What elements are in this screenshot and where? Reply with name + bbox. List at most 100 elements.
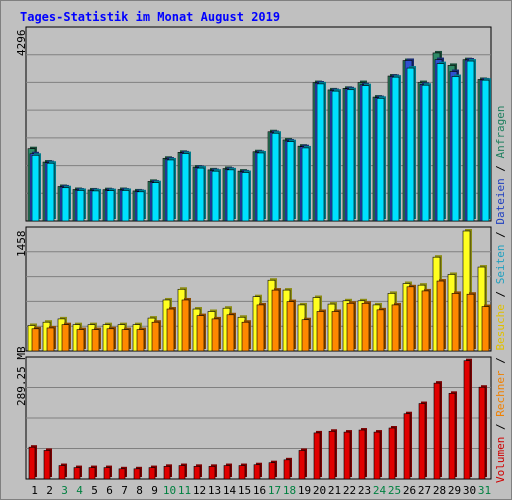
x-tick-label-day-6: 6 bbox=[106, 484, 113, 497]
bar-seiten-day-20 bbox=[316, 83, 325, 222]
bar-volumen-day-15 bbox=[238, 465, 246, 480]
bar-rechner-day-21 bbox=[331, 311, 340, 352]
bar-volumen-day-22 bbox=[343, 431, 351, 480]
legend-separator: / bbox=[494, 224, 507, 245]
x-tick-label-day-14: 14 bbox=[223, 484, 237, 497]
bar-seiten-day-18 bbox=[286, 141, 295, 222]
x-tick-label-day-4: 4 bbox=[76, 484, 83, 497]
bar-volumen-day-7 bbox=[118, 468, 126, 480]
bar-rechner-day-7 bbox=[121, 329, 130, 352]
bar-volumen-day-3 bbox=[58, 465, 66, 480]
bar-rechner-day-25 bbox=[391, 304, 400, 352]
bar-volumen-day-24 bbox=[373, 431, 381, 480]
bar-seiten-day-7 bbox=[121, 190, 130, 222]
x-tick-label-day-7: 7 bbox=[121, 484, 128, 497]
bar-seiten-day-22 bbox=[346, 89, 355, 222]
bar-rechner-day-26 bbox=[406, 286, 415, 352]
chart-title: Tages-Statistik im Monat August 2019 bbox=[20, 10, 281, 24]
bar-rechner-day-10 bbox=[166, 308, 175, 352]
legend-separator: / bbox=[494, 158, 507, 179]
bar-rechner-day-31 bbox=[481, 306, 490, 352]
x-tick-label-day-27: 27 bbox=[418, 484, 431, 497]
bar-volumen-day-13 bbox=[208, 466, 216, 480]
bar-rechner-day-5 bbox=[91, 329, 100, 352]
x-tick-label-day-21: 21 bbox=[328, 484, 341, 497]
bar-rechner-day-24 bbox=[376, 309, 385, 352]
bar-rechner-day-23 bbox=[361, 302, 370, 352]
bar-volumen-day-6 bbox=[103, 467, 111, 480]
legend-item-dateien: Dateien bbox=[494, 178, 507, 225]
x-tick-label-day-13: 13 bbox=[208, 484, 221, 497]
x-tick-label-day-24: 24 bbox=[373, 484, 387, 497]
bar-volumen-day-27 bbox=[418, 403, 426, 480]
bar-seiten-day-11 bbox=[181, 153, 190, 222]
x-tick-label-day-30: 30 bbox=[463, 484, 476, 497]
x-tick-label-day-8: 8 bbox=[136, 484, 143, 497]
bar-volumen-day-31 bbox=[478, 386, 486, 480]
bar-volumen-day-10 bbox=[163, 466, 171, 480]
x-tick-label-day-26: 26 bbox=[403, 484, 416, 497]
bar-volumen-day-9 bbox=[148, 467, 156, 480]
bar-seiten-day-8 bbox=[136, 191, 145, 222]
bar-seiten-day-23 bbox=[361, 85, 370, 222]
bar-volumen-day-4 bbox=[73, 467, 81, 480]
x-tick-label-day-19: 19 bbox=[298, 484, 311, 497]
bar-seiten-day-25 bbox=[391, 76, 400, 222]
bar-rechner-day-27 bbox=[421, 290, 430, 352]
bar-seiten-day-5 bbox=[91, 190, 100, 222]
bar-seiten-day-9 bbox=[151, 182, 160, 222]
bar-seiten-day-4 bbox=[76, 190, 85, 222]
x-tick-label-day-1: 1 bbox=[31, 484, 38, 497]
bar-rechner-day-3 bbox=[61, 324, 70, 352]
legend-item-besuche: Besuche bbox=[494, 304, 507, 351]
x-tick-label-day-15: 15 bbox=[238, 484, 251, 497]
x-tick-label-day-3: 3 bbox=[61, 484, 68, 497]
x-tick-label-day-22: 22 bbox=[343, 484, 356, 497]
x-tick-label-day-18: 18 bbox=[283, 484, 296, 497]
bar-rechner-day-15 bbox=[241, 321, 250, 352]
bar-rechner-day-29 bbox=[451, 293, 460, 352]
bar-rechner-day-17 bbox=[271, 289, 280, 352]
bar-seiten-day-19 bbox=[301, 147, 310, 222]
bar-seiten-day-12 bbox=[196, 167, 205, 222]
bar-seiten-day-13 bbox=[211, 170, 220, 222]
x-tick-label-day-25: 25 bbox=[388, 484, 401, 497]
bar-rechner-day-16 bbox=[256, 304, 265, 352]
bar-volumen-day-30 bbox=[463, 360, 471, 480]
bar-rechner-day-8 bbox=[136, 329, 145, 352]
legend-separator: / bbox=[494, 416, 507, 437]
bar-seiten-day-17 bbox=[271, 132, 280, 222]
bar-rechner-day-9 bbox=[151, 321, 160, 352]
x-tick-label-day-10: 10 bbox=[163, 484, 176, 497]
x-tick-label-day-16: 16 bbox=[253, 484, 266, 497]
bar-rechner-day-30 bbox=[466, 293, 475, 352]
bar-besuche-day-30 bbox=[462, 230, 471, 352]
bar-seiten-day-31 bbox=[481, 79, 490, 222]
legend-item-rechner: Rechner bbox=[494, 370, 507, 417]
bar-volumen-day-2 bbox=[43, 450, 51, 480]
x-tick-label-day-20: 20 bbox=[313, 484, 326, 497]
bar-volumen-day-17 bbox=[268, 462, 276, 480]
x-tick-label-day-2: 2 bbox=[46, 484, 53, 497]
bar-rechner-day-19 bbox=[301, 319, 310, 352]
x-tick-label-day-5: 5 bbox=[91, 484, 98, 497]
bar-volumen-day-5 bbox=[88, 467, 96, 480]
bar-seiten-day-26 bbox=[406, 67, 415, 222]
bar-seiten-day-15 bbox=[241, 172, 250, 222]
x-tick-label-day-31: 31 bbox=[478, 484, 491, 497]
bar-volumen-day-14 bbox=[223, 465, 231, 480]
legend: Volumen / Rechner / Besuche / Seiten / D… bbox=[494, 105, 507, 483]
bar-rechner-day-18 bbox=[286, 301, 295, 352]
x-tick-label-day-28: 28 bbox=[433, 484, 446, 497]
bar-seiten-day-2 bbox=[46, 162, 55, 222]
bar-volumen-day-8 bbox=[133, 468, 141, 480]
bar-volumen-day-25 bbox=[388, 427, 396, 480]
bar-seiten-day-28 bbox=[436, 63, 445, 222]
bar-rechner-day-20 bbox=[316, 311, 325, 352]
legend-separator: / bbox=[494, 350, 507, 371]
bar-seiten-day-3 bbox=[61, 187, 70, 222]
bar-volumen-day-1 bbox=[28, 446, 36, 480]
bar-seiten-day-29 bbox=[451, 76, 460, 222]
